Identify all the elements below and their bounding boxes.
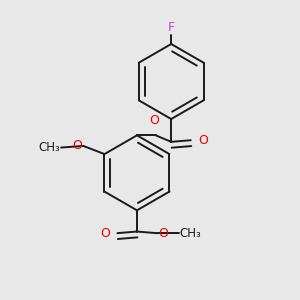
- Text: CH₃: CH₃: [180, 227, 201, 240]
- Text: O: O: [100, 227, 110, 240]
- Text: O: O: [149, 114, 159, 127]
- Text: CH₃: CH₃: [38, 141, 60, 154]
- Text: F: F: [168, 21, 175, 34]
- Text: O: O: [72, 139, 82, 152]
- Text: O: O: [198, 134, 208, 147]
- Text: O: O: [158, 227, 168, 240]
